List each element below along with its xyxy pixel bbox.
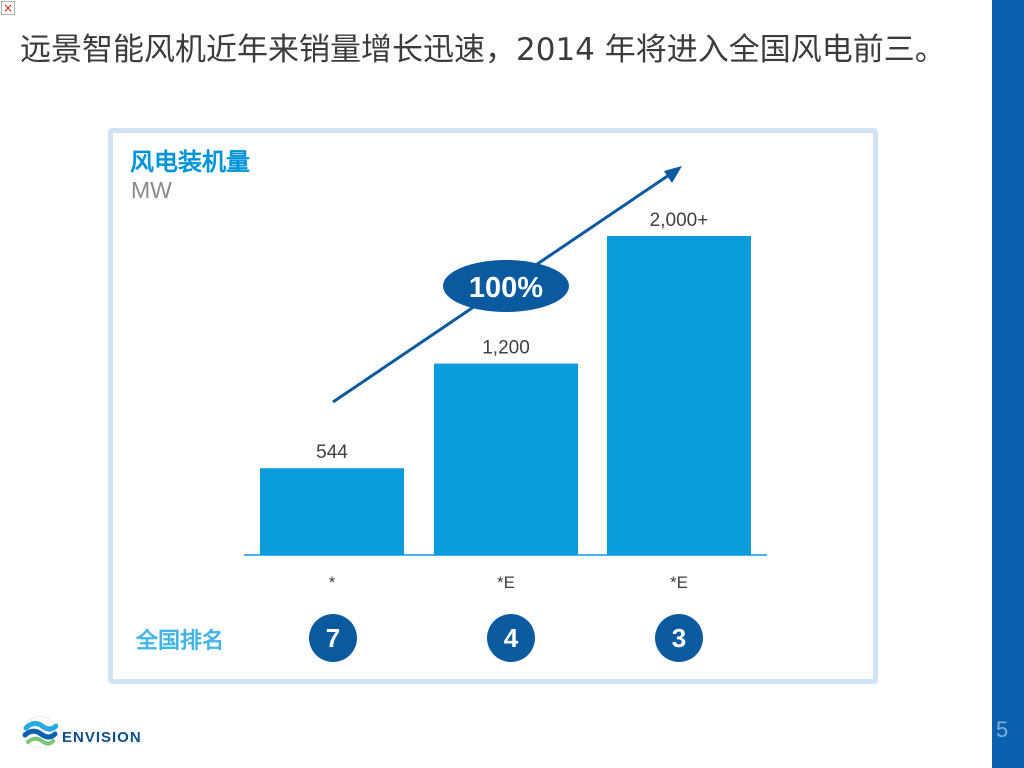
growth-arrow-head	[664, 166, 682, 183]
growth-badge-text: 100%	[469, 272, 543, 304]
bar-3	[607, 236, 751, 555]
bar-1	[260, 468, 404, 555]
category-label-2: *E	[497, 573, 515, 592]
growth-arrow: 100%	[332, 166, 682, 404]
data-label-2: 1,200	[482, 338, 530, 359]
rank-circle-2: 4	[487, 614, 535, 662]
data-label-1: 544	[316, 442, 348, 463]
data-label-3: 2,000+	[650, 210, 709, 231]
rank-circle-3: 3	[655, 614, 703, 662]
chart-unit: MW	[131, 177, 172, 203]
labels-layer: 544 * 1,200 *E 2,000+ *E	[316, 210, 708, 592]
right-accent-band	[992, 0, 1024, 768]
category-label-3: *E	[670, 573, 688, 592]
rank-label: 全国排名	[136, 629, 225, 654]
close-icon[interactable]: ×	[1, 1, 15, 15]
chart-title: 风电装机量	[130, 148, 250, 176]
envision-wave-logo-icon	[22, 715, 58, 749]
slide-title: 远景智能风机近年来销量增长迅速，2014 年将进入全国风电前三。	[20, 32, 946, 68]
rank-circle-1: 7	[309, 614, 357, 662]
category-label-1: *	[329, 573, 336, 592]
page-number: 5	[996, 717, 1009, 742]
logo-text: ENVISION	[62, 729, 142, 746]
bar-2	[434, 363, 578, 555]
bars-layer	[260, 236, 751, 555]
growth-badge	[443, 260, 569, 312]
